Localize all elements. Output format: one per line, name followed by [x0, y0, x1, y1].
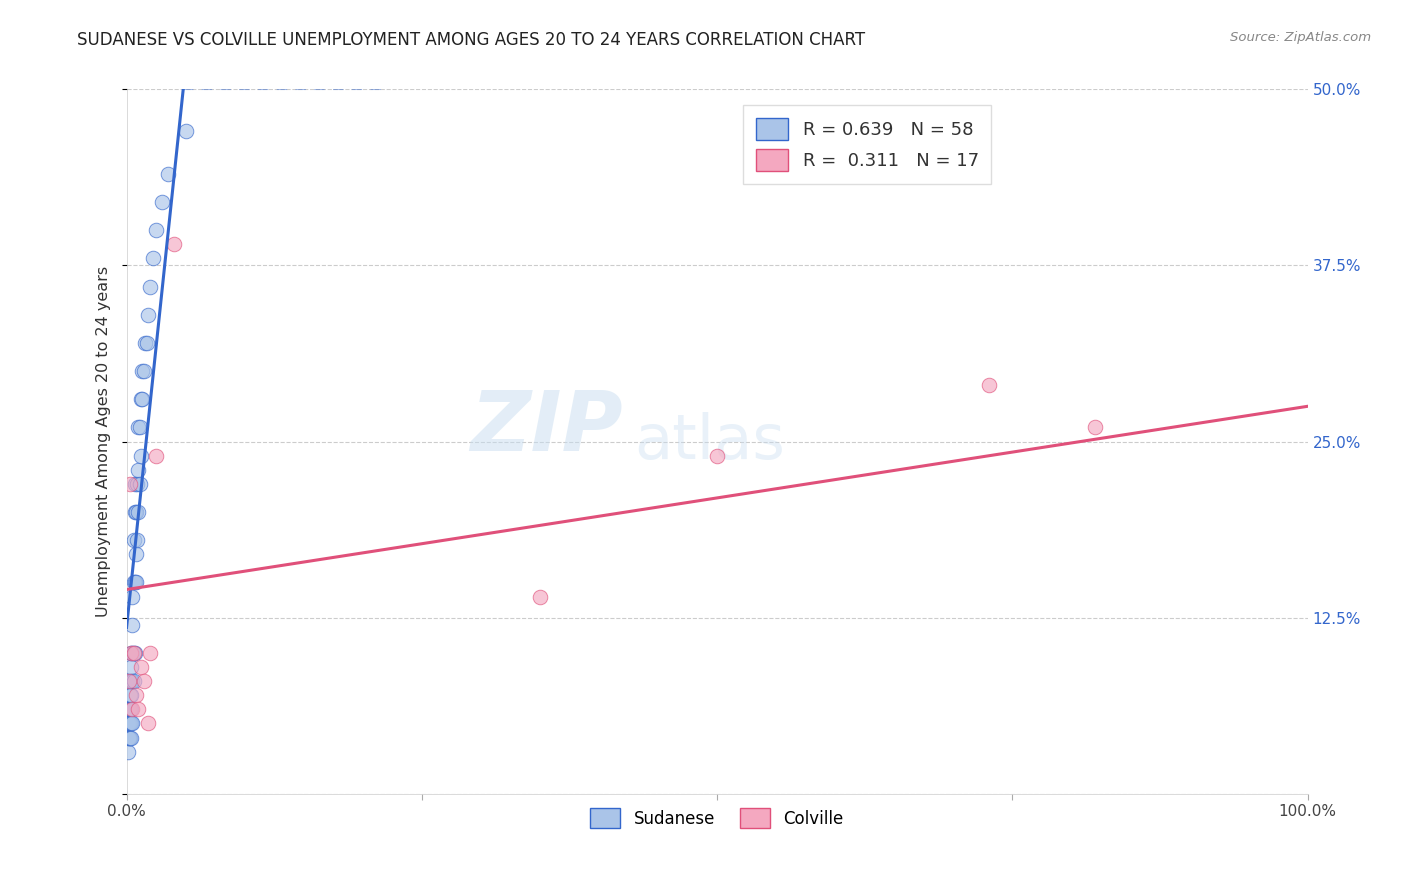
Point	[124, 646, 146, 660]
Text: Source: ZipAtlas.com: Source: ZipAtlas.com	[1230, 31, 1371, 45]
Point	[117, 716, 139, 731]
Point	[129, 660, 152, 674]
Point	[150, 194, 173, 209]
Point	[121, 674, 143, 689]
Point	[121, 617, 143, 632]
Point	[121, 646, 143, 660]
Point	[128, 420, 150, 434]
Point	[127, 702, 149, 716]
Point	[125, 688, 148, 702]
Point	[118, 674, 141, 689]
Point	[118, 731, 141, 745]
Point	[120, 731, 142, 745]
Point	[129, 392, 152, 407]
Point	[120, 716, 142, 731]
Point	[127, 505, 149, 519]
Point	[118, 702, 141, 716]
Point	[122, 674, 145, 689]
Point	[131, 392, 153, 407]
Point	[127, 476, 149, 491]
Point	[141, 252, 163, 266]
Point	[127, 463, 149, 477]
Point	[120, 702, 142, 716]
Point	[121, 716, 143, 731]
Point	[117, 731, 139, 745]
Point	[120, 716, 142, 731]
Point	[134, 674, 156, 689]
Point	[124, 476, 146, 491]
Legend: Sudanese, Colville: Sudanese, Colville	[583, 801, 851, 835]
Point	[706, 449, 728, 463]
Point	[977, 378, 1000, 392]
Point	[139, 279, 162, 293]
Point	[118, 716, 141, 731]
Point	[120, 674, 142, 689]
Point	[134, 364, 156, 378]
Point	[128, 476, 150, 491]
Point	[139, 646, 162, 660]
Point	[136, 308, 159, 322]
Point	[145, 449, 167, 463]
Point	[122, 646, 145, 660]
Point	[529, 590, 551, 604]
Point	[129, 449, 152, 463]
Point	[120, 674, 142, 689]
Point	[120, 731, 142, 745]
Point	[131, 364, 153, 378]
Point	[163, 237, 186, 252]
Point	[124, 575, 146, 590]
Point	[125, 505, 148, 519]
Y-axis label: Unemployment Among Ages 20 to 24 years: Unemployment Among Ages 20 to 24 years	[96, 266, 111, 617]
Point	[118, 731, 141, 745]
Point	[122, 533, 145, 548]
Point	[136, 716, 159, 731]
Point	[120, 476, 142, 491]
Point	[122, 575, 145, 590]
Point	[122, 646, 145, 660]
Point	[134, 335, 156, 350]
Point	[156, 167, 179, 181]
Point	[117, 702, 139, 716]
Point	[127, 420, 149, 434]
Point	[145, 223, 167, 237]
Point	[118, 716, 141, 731]
Point	[120, 646, 142, 660]
Point	[125, 575, 148, 590]
Point	[174, 124, 197, 138]
Point	[120, 688, 142, 702]
Text: SUDANESE VS COLVILLE UNEMPLOYMENT AMONG AGES 20 TO 24 YEARS CORRELATION CHART: SUDANESE VS COLVILLE UNEMPLOYMENT AMONG …	[77, 31, 866, 49]
Point	[120, 660, 142, 674]
Point	[127, 533, 149, 548]
Text: ZIP: ZIP	[470, 387, 623, 468]
Point	[117, 745, 139, 759]
Text: atlas: atlas	[634, 411, 786, 472]
Point	[1084, 420, 1107, 434]
Point	[121, 702, 143, 716]
Point	[121, 590, 143, 604]
Point	[120, 646, 142, 660]
Point	[124, 505, 146, 519]
Point	[120, 702, 142, 716]
Point	[120, 688, 142, 702]
Point	[125, 547, 148, 561]
Point	[135, 335, 157, 350]
